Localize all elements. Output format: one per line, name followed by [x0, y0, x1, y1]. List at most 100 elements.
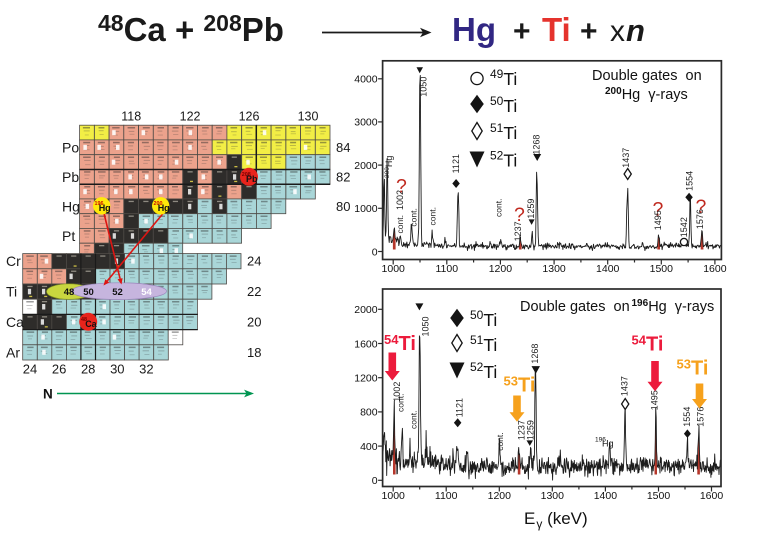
svg-text:cont.: cont. [428, 207, 438, 225]
svg-text:1237: 1237 [513, 221, 523, 241]
svg-text:26: 26 [52, 362, 66, 377]
svg-text:1400: 1400 [596, 263, 620, 275]
svg-text:1237: 1237 [516, 420, 526, 440]
svg-text:N: N [43, 387, 53, 402]
svg-text:20: 20 [247, 315, 261, 330]
svg-text:Pt: Pt [62, 228, 75, 244]
svg-text:1554: 1554 [682, 407, 692, 427]
svg-text:1200: 1200 [354, 373, 378, 385]
svg-text:54Ti: 54Ti [632, 333, 664, 356]
svg-text:1495: 1495 [653, 210, 663, 230]
svg-text:48Ca + 208Pb: 48Ca + 208Pb [98, 10, 284, 48]
svg-text:cont.: cont. [396, 394, 406, 412]
svg-text:1437: 1437 [621, 148, 631, 168]
svg-text:196: 196 [95, 201, 104, 207]
svg-text:52Ti: 52Ti [470, 360, 497, 382]
svg-text:1500: 1500 [650, 263, 674, 275]
svg-text:Ca: Ca [85, 319, 97, 329]
svg-text:51Ti: 51Ti [470, 333, 497, 355]
svg-text:Ti: Ti [6, 284, 17, 300]
svg-text:+: + [513, 15, 531, 48]
svg-text:n: n [626, 13, 645, 48]
svg-text:1268: 1268 [530, 344, 540, 364]
svg-text:?: ? [653, 199, 664, 221]
svg-text:32: 32 [139, 362, 153, 377]
svg-text:1200: 1200 [489, 263, 513, 275]
svg-text:Double gates on: Double gates on [520, 299, 630, 315]
svg-text:?: ? [696, 196, 707, 218]
svg-text:x: x [610, 15, 625, 48]
svg-text:Hg: Hg [602, 439, 614, 449]
svg-text:Double gates on: Double gates on [592, 68, 702, 84]
svg-text:1100: 1100 [436, 263, 459, 275]
svg-text:Ti: Ti [542, 11, 571, 48]
svg-text:Ca: Ca [6, 314, 24, 330]
svg-text:1437: 1437 [620, 376, 630, 396]
svg-text:1500: 1500 [647, 490, 671, 502]
svg-text:Eγ (keV): Eγ (keV) [524, 509, 588, 531]
svg-text:1268: 1268 [531, 135, 541, 155]
svg-text:800: 800 [360, 407, 378, 419]
svg-text:cont.: cont. [494, 199, 504, 217]
svg-text:1002: 1002 [392, 382, 402, 402]
svg-text:2000: 2000 [354, 160, 378, 172]
svg-text:Pb: Pb [246, 174, 258, 184]
svg-text:1600: 1600 [354, 338, 378, 350]
svg-text:?: ? [514, 204, 525, 226]
svg-text:4000: 4000 [354, 74, 378, 86]
svg-text:82: 82 [336, 169, 350, 184]
svg-text:52: 52 [112, 287, 123, 298]
svg-text:49Ti: 49Ti [490, 67, 517, 89]
svg-text:Po: Po [62, 139, 79, 155]
svg-text:0: 0 [372, 246, 378, 258]
svg-text:1000: 1000 [382, 263, 406, 275]
svg-text:51Ti: 51Ti [490, 121, 517, 143]
svg-text:84: 84 [336, 140, 350, 155]
svg-text:1121: 1121 [451, 154, 461, 173]
svg-text:1050: 1050 [419, 77, 429, 97]
svg-text:24: 24 [247, 254, 261, 269]
svg-text:200: 200 [154, 201, 163, 207]
svg-text:0: 0 [372, 475, 378, 487]
svg-text:2000: 2000 [354, 304, 378, 316]
svg-text:1554: 1554 [684, 171, 694, 191]
svg-text:208: 208 [242, 172, 251, 178]
svg-text:50: 50 [83, 287, 94, 298]
svg-text:Hg: Hg [158, 203, 170, 213]
svg-text:cont.: cont. [408, 411, 418, 429]
svg-text:1495: 1495 [649, 390, 659, 410]
svg-text:Hg: Hg [452, 11, 496, 48]
svg-text:Cr: Cr [6, 253, 21, 269]
svg-text:1400: 1400 [594, 490, 618, 502]
svg-text:28: 28 [81, 362, 95, 377]
svg-text:cont.: cont. [408, 208, 418, 226]
svg-text:+: + [580, 15, 598, 48]
svg-text:30: 30 [110, 362, 124, 377]
svg-text:?: ? [396, 176, 407, 198]
svg-text:1259: 1259 [526, 199, 536, 219]
svg-text:22: 22 [247, 284, 261, 299]
svg-text:18: 18 [247, 345, 261, 360]
svg-text:118: 118 [121, 110, 141, 124]
svg-text:1259: 1259 [526, 420, 536, 440]
svg-text:Pb: Pb [62, 169, 79, 185]
svg-text:48: 48 [64, 287, 75, 298]
svg-text:53Ti: 53Ti [504, 374, 536, 397]
svg-text:200Hg γ-rays: 200Hg γ-rays [605, 86, 688, 103]
svg-text:1600: 1600 [700, 490, 724, 502]
svg-text:200Hg: 200Hg [384, 156, 394, 178]
svg-text:1000: 1000 [382, 490, 406, 502]
svg-text:cont.: cont. [395, 215, 405, 233]
svg-text:Ar: Ar [6, 344, 20, 360]
svg-text:50Ti: 50Ti [490, 94, 517, 116]
svg-text:52Ti: 52Ti [490, 149, 517, 171]
svg-text:1600: 1600 [703, 263, 727, 275]
svg-text:54Ti: 54Ti [384, 332, 416, 355]
svg-text:Hg: Hg [62, 198, 80, 214]
svg-text:1576: 1576 [695, 209, 705, 229]
svg-text:1300: 1300 [542, 263, 566, 275]
svg-text:1050: 1050 [421, 316, 431, 336]
svg-text:54: 54 [141, 287, 152, 298]
svg-text:1200: 1200 [488, 490, 512, 502]
svg-text:1000: 1000 [354, 203, 378, 215]
